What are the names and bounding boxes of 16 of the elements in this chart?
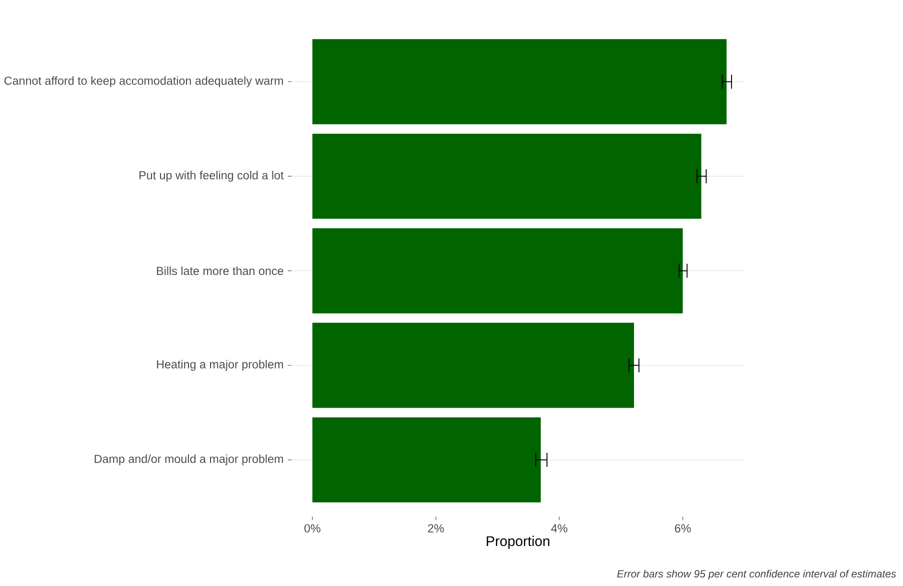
y-tick-label: Cannot afford to keep accomodation adequately warm <box>4 76 283 88</box>
text: Error bars show 95 per cent confidence interval of estimates <box>617 570 896 580</box>
y-tick-label: Bills late more than once <box>156 266 284 276</box>
bar <box>312 228 683 314</box>
x-tick-label: 2% <box>428 524 444 532</box>
bar <box>312 417 541 502</box>
x-axis-title: Proportion <box>486 536 550 549</box>
y-tick-label: Heating a major problem <box>157 360 283 371</box>
bar <box>312 134 702 219</box>
bar <box>312 39 727 124</box>
x-tick-label: 4% <box>551 524 568 532</box>
x-tick-label: 6% <box>674 524 691 532</box>
bar <box>312 322 634 408</box>
y-tick-label: Damp and/or mould a major problem <box>94 454 283 466</box>
x-tick-label: 0% <box>304 524 320 532</box>
y-tick-label: Put up with feeling cold a lot <box>139 170 284 182</box>
